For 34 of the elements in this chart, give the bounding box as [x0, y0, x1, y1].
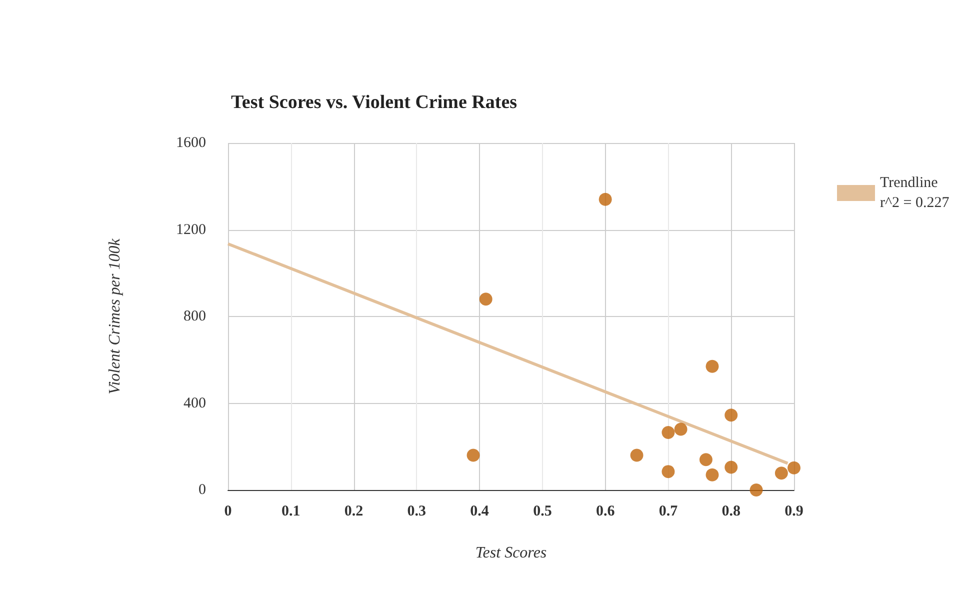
- point: [630, 448, 644, 462]
- x-tick-label: 0.8: [722, 504, 740, 520]
- x-tick-label: 0.2: [344, 504, 364, 520]
- point: [662, 426, 675, 440]
- x-tick-label: 0.9: [784, 504, 804, 520]
- point: [662, 465, 675, 478]
- legend-label: Trendline r^2 = 0.227: [880, 175, 950, 211]
- point: [750, 484, 763, 496]
- x-tick-label: 0.4: [470, 504, 490, 520]
- y-tick-label: 1600: [176, 135, 206, 151]
- point: [774, 466, 788, 480]
- y-tick-label: 800: [184, 308, 206, 324]
- point: [706, 468, 719, 482]
- point: [724, 460, 738, 474]
- point: [724, 408, 738, 422]
- x-tick-label: 0.7: [658, 504, 678, 520]
- x-tick-label: 0.3: [407, 504, 426, 520]
- point: [479, 292, 492, 306]
- point: [674, 422, 688, 436]
- point: [706, 360, 719, 373]
- x-tick-label: 0.6: [596, 504, 616, 520]
- point: [466, 448, 480, 462]
- y-tick-label: 0: [198, 482, 206, 498]
- point: [699, 453, 712, 466]
- point: [598, 192, 612, 206]
- x-tick-label: 0: [224, 504, 232, 520]
- point: [788, 461, 800, 474]
- y-axis-title: Violent Crimes per 100k: [106, 238, 124, 394]
- chart-title: Test Scores vs. Violent Crime Rates: [231, 92, 518, 113]
- y-tick-label: 1200: [176, 222, 206, 238]
- y-tick-label: 400: [184, 395, 206, 412]
- x-tick-label: 0.5: [533, 504, 552, 520]
- x-axis-title: Test Scores: [475, 544, 547, 562]
- x-tick-label: 0.1: [282, 504, 300, 520]
